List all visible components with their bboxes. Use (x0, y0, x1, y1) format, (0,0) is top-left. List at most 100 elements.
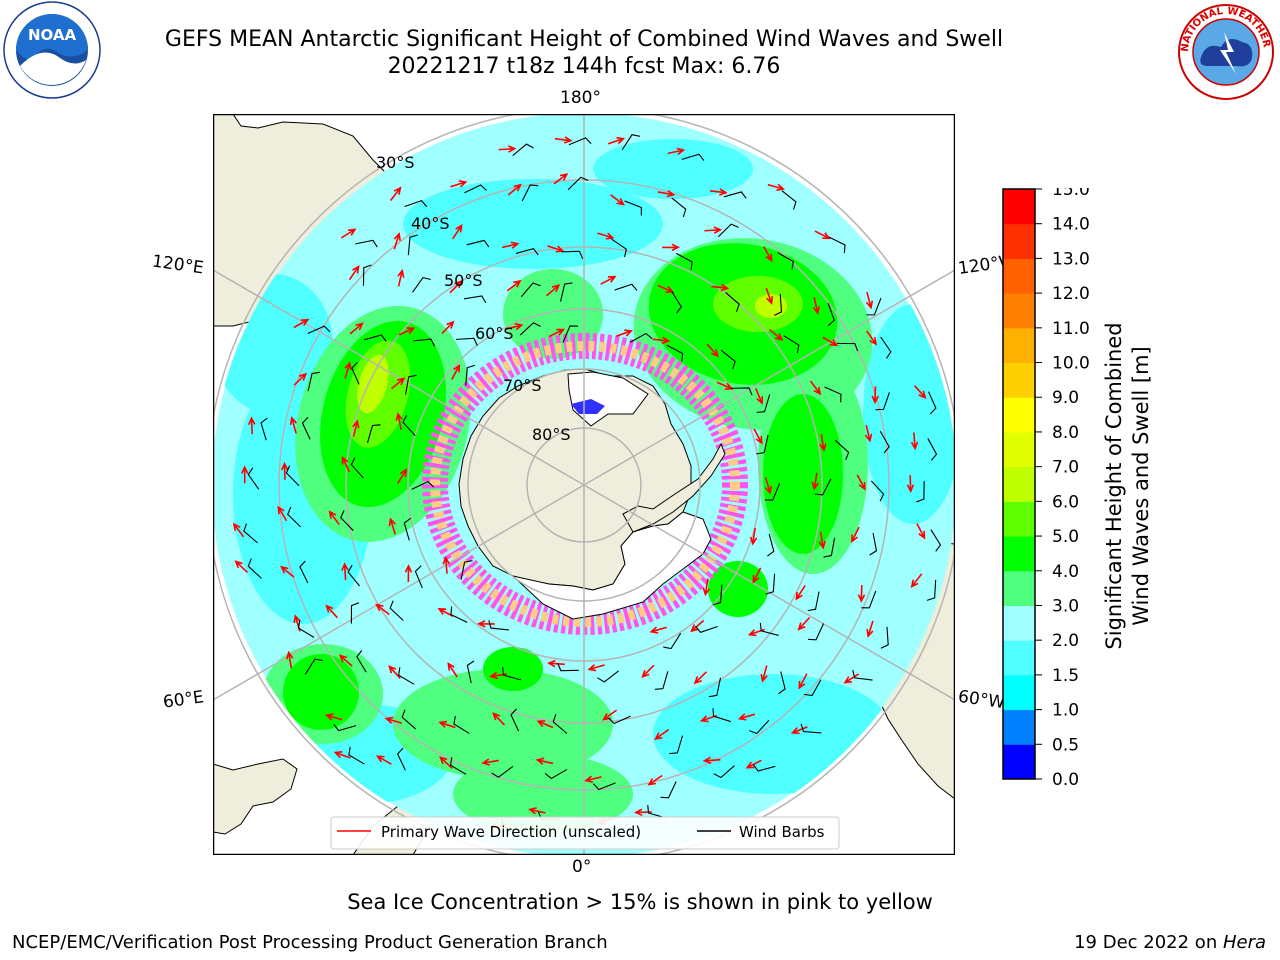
wind-barb (828, 236, 846, 253)
wind-barb (333, 723, 357, 732)
polar-map: 30°S 40°S 50°S 60°S 70°S 80°S Primary Wa… (213, 114, 955, 855)
wind-barb (629, 332, 653, 343)
wind-barb (247, 558, 262, 579)
wind-barb (814, 478, 832, 496)
wind-barb (405, 374, 417, 395)
wind-barb (515, 247, 539, 256)
wave-arrow (240, 465, 249, 484)
wind-barb (926, 579, 937, 601)
wind-barb (247, 467, 260, 490)
colorbar-tick-label: 6.0 (1052, 492, 1079, 512)
wind-barb (725, 292, 740, 312)
wind-barb (756, 394, 771, 413)
wind-barb (347, 564, 361, 587)
wave-arrow (597, 232, 615, 240)
wave-arrow (553, 173, 569, 185)
wind-barb (749, 719, 770, 735)
wind-barb (453, 716, 470, 734)
colorbar-swatch (1003, 536, 1035, 572)
wind-barb (366, 424, 381, 444)
wave-arrow (441, 320, 455, 334)
lon-label-60e: 60°E (161, 687, 206, 713)
legend-barb-label: Wind Barbs (739, 823, 825, 841)
wave-arrow (652, 336, 671, 345)
lat-labels: 30°S 40°S 50°S 60°S 70°S 80°S (376, 153, 571, 444)
wind-barb (350, 457, 364, 479)
wave-arrow (397, 268, 405, 287)
wind-barb (621, 134, 640, 151)
wave-arrow (344, 361, 352, 379)
wind-barb (561, 250, 584, 259)
wind-barb (403, 517, 411, 541)
wind-barb (285, 465, 300, 487)
wave-arrow (584, 775, 602, 783)
wave-arrow (324, 713, 343, 721)
colorbar-tick-label: 0.5 (1052, 735, 1079, 755)
colorbar-title: Significant Height of Combined Wind Waves… (1098, 305, 1158, 667)
colorbar-swatch (1003, 362, 1035, 398)
wave-arrow (906, 475, 915, 493)
wave-arrow (547, 245, 565, 253)
wave-arrow (280, 565, 295, 578)
wind-barb (465, 364, 476, 386)
colorbar-swatch (1003, 501, 1035, 537)
wind-barb (348, 746, 365, 765)
colorbar-tick-label: 7.0 (1052, 458, 1079, 478)
wave-arrow (913, 385, 927, 399)
wind-barb (552, 714, 568, 734)
wave-arrow (548, 328, 566, 338)
lat-label-50s: 50°S (444, 271, 483, 290)
wind-barb (301, 416, 311, 440)
wind-barb (834, 439, 850, 461)
wave-arrow (398, 327, 416, 336)
colorbar-swatch (1003, 258, 1035, 294)
wind-barb (720, 349, 736, 370)
wave-arrow (657, 189, 676, 198)
wind-barb (287, 506, 302, 528)
wave-arrow (277, 505, 288, 522)
wind-barb (460, 560, 473, 580)
lon-label-120e: 120°E (150, 251, 205, 279)
wave-arrow (388, 517, 397, 535)
wind-barb (713, 765, 735, 779)
wave-arrow (814, 230, 831, 240)
wave-arrow (391, 377, 406, 390)
wave-arrow (437, 608, 454, 618)
map-frame (213, 114, 955, 855)
wind-barb (767, 533, 775, 557)
wind-barb (449, 757, 467, 775)
wind-barb (660, 781, 677, 799)
wave-arrow (232, 522, 245, 538)
wind-barb (916, 481, 925, 503)
wave-arrow (607, 137, 626, 145)
wave-arrow (404, 564, 413, 582)
wave-arrow (384, 716, 402, 724)
wave-arrow (338, 654, 353, 667)
wave-arrow (856, 474, 866, 491)
colorbar-title-line1: Significant Height of Combined (1102, 322, 1126, 650)
wave-arrow (864, 424, 873, 443)
wave-arrow (754, 388, 764, 405)
wind-barb (930, 529, 942, 552)
wind-barb (759, 622, 779, 636)
wave-arrow (709, 188, 728, 196)
wave-arrow (667, 147, 686, 156)
map-legend: Primary Wave Direction (unscaled) Wind B… (330, 816, 840, 850)
wind-barb (827, 303, 835, 326)
wind-barb (731, 387, 753, 396)
colorbar-tick-label: 12.0 (1052, 284, 1090, 304)
wind-barb (307, 325, 331, 335)
wave-arrow (352, 419, 360, 438)
wave-arrow (641, 664, 655, 679)
colorbar: 0.0 0.5 1.0 1.5 2.0 3.0 4.0 5.0 6.0 7.0 8.0 9.0 10.0… (1002, 188, 1090, 790)
colorbar-swatch (1003, 293, 1035, 329)
wind-barb (520, 282, 541, 298)
wave-arrow (234, 560, 249, 573)
wave-arrow (662, 243, 681, 252)
colorbar-tick-label: 9.0 (1052, 388, 1079, 408)
wind-barb (466, 660, 475, 684)
wave-arrow (348, 265, 360, 281)
chart-title: GEFS MEAN Antarctic Significant Height o… (164, 27, 1004, 52)
wind-barb (307, 371, 321, 392)
wind-barb (777, 252, 794, 270)
